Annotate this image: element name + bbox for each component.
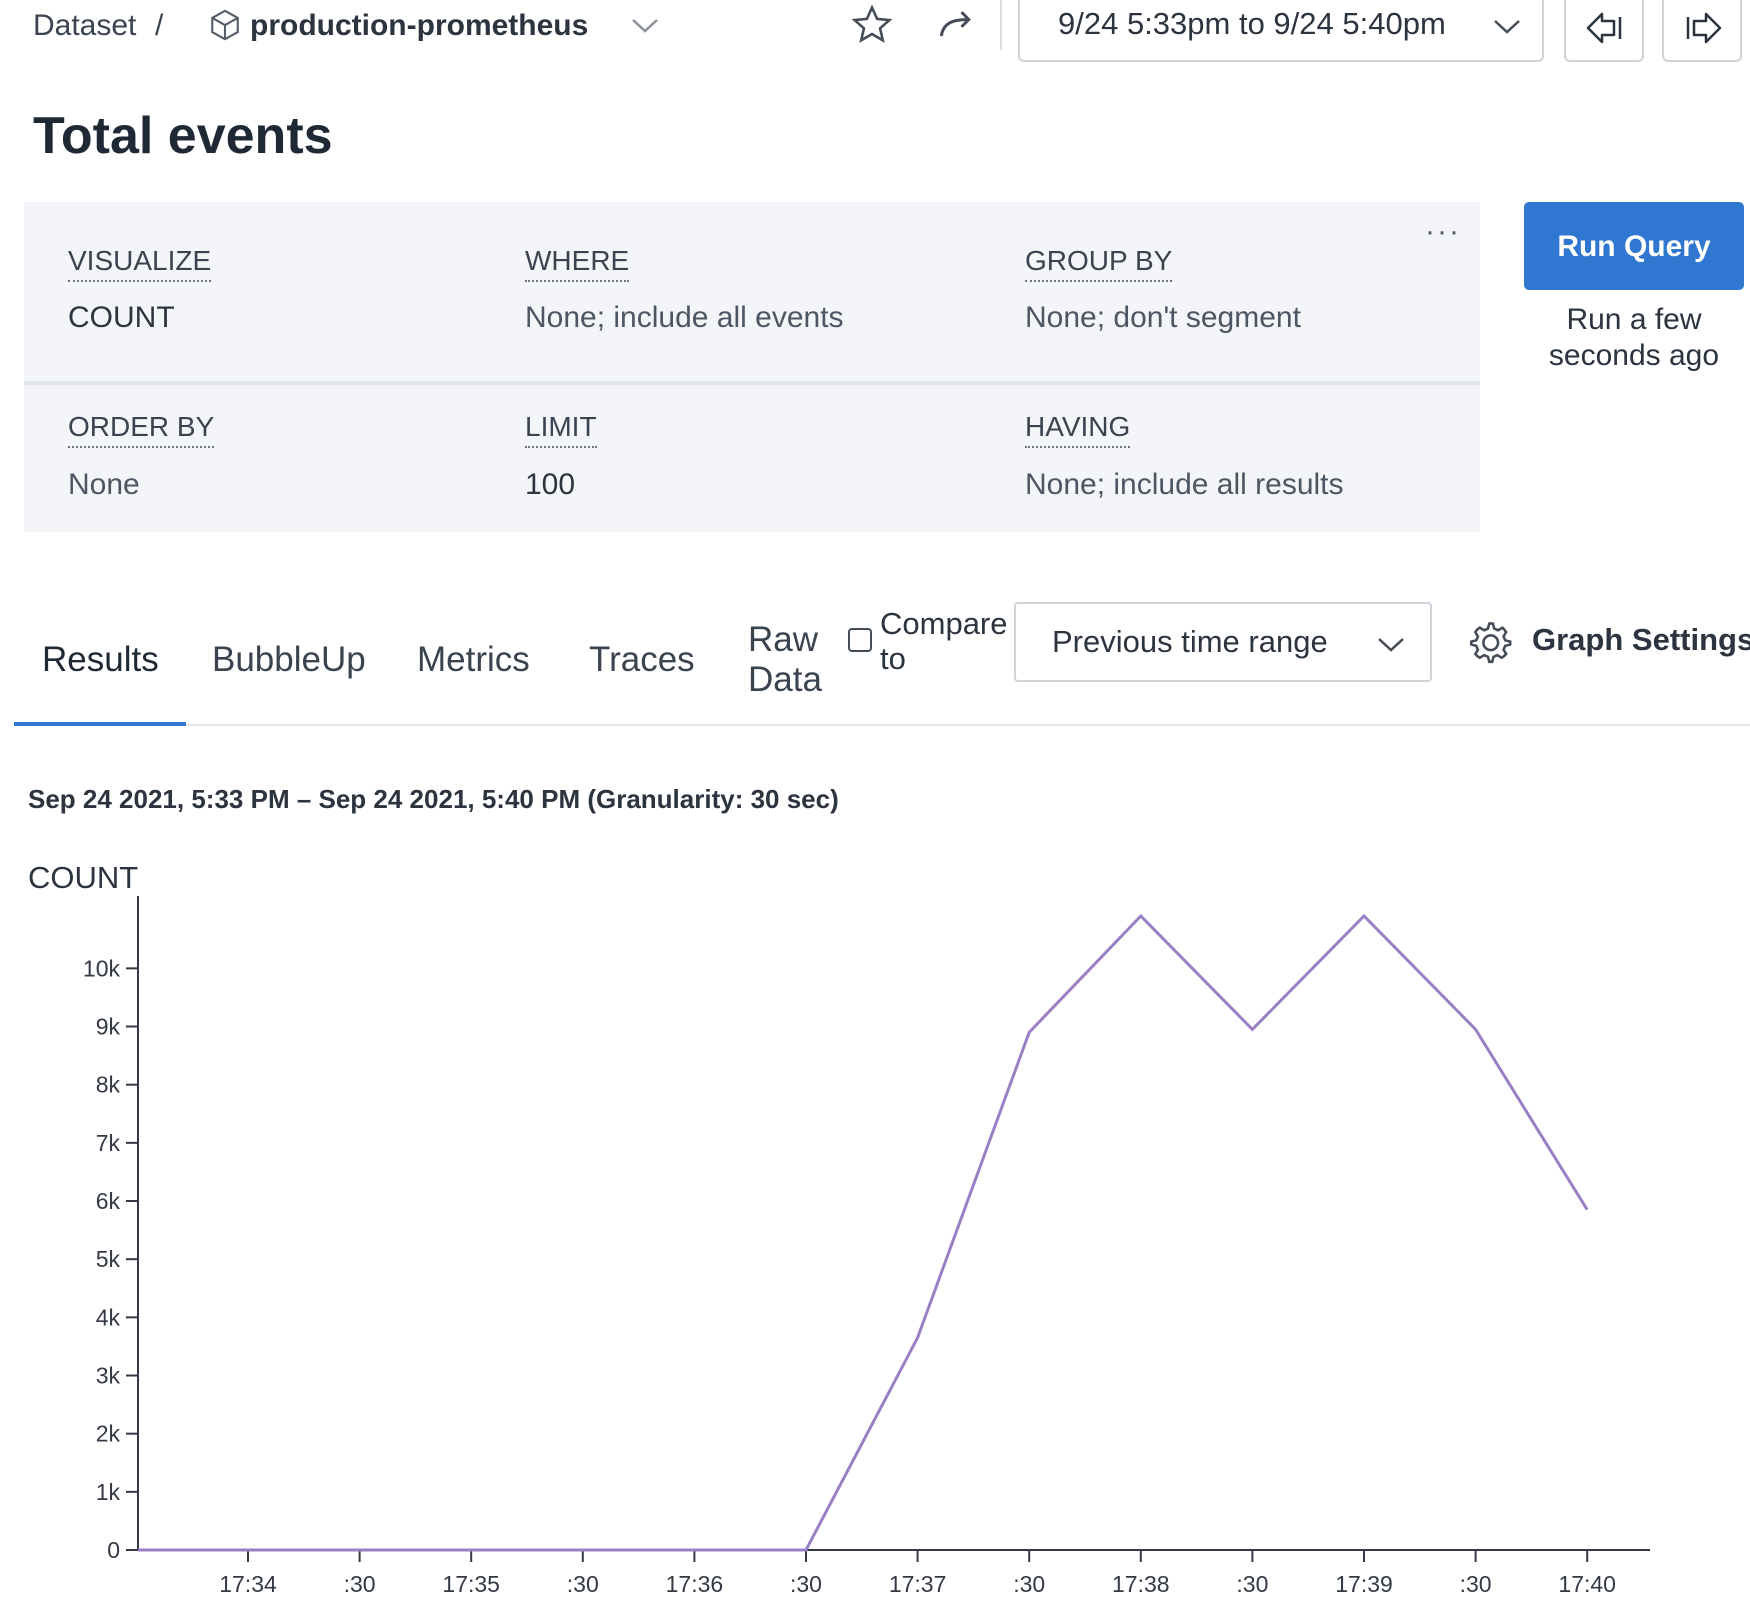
order-by-label[interactable]: ORDER BY xyxy=(68,410,215,448)
visualize-value[interactable]: COUNT xyxy=(68,301,175,334)
step-forward-icon xyxy=(1686,12,1722,44)
chevron-down-icon xyxy=(1494,20,1520,34)
having-value[interactable]: None; include all results xyxy=(1025,468,1344,501)
x-tick-label: :30 xyxy=(567,1571,599,1597)
x-tick-label: 17:36 xyxy=(666,1571,724,1597)
share-icon[interactable] xyxy=(934,3,978,47)
x-tick-label: :30 xyxy=(1236,1571,1268,1597)
limit-label[interactable]: LIMIT xyxy=(525,410,597,448)
tab-metrics[interactable]: Metrics xyxy=(417,640,530,679)
query-builder-divider xyxy=(24,381,1480,385)
where-value[interactable]: None; include all events xyxy=(525,301,844,334)
query-builder xyxy=(24,202,1480,532)
x-tick-label: 17:35 xyxy=(442,1571,500,1597)
visualize-label[interactable]: VISUALIZE xyxy=(68,244,212,282)
x-tick-label: :30 xyxy=(1013,1571,1045,1597)
tab-traces[interactable]: Traces xyxy=(589,640,695,679)
y-tick-label: 6k xyxy=(96,1188,121,1214)
header-divider xyxy=(1000,0,1002,50)
step-forward-button[interactable] xyxy=(1662,0,1742,62)
x-tick-label: :30 xyxy=(1460,1571,1492,1597)
x-tick-label: 17:39 xyxy=(1335,1571,1393,1597)
x-tick-label: :30 xyxy=(344,1571,376,1597)
tab-raw-data[interactable]: Raw Data xyxy=(748,620,822,699)
tabs-divider xyxy=(14,724,1750,726)
compare-label[interactable]: Compare to xyxy=(880,606,1008,676)
run-query-button[interactable]: Run Query xyxy=(1524,202,1744,290)
count-series-line xyxy=(138,913,1589,1552)
compare-select[interactable]: Previous time range xyxy=(1014,602,1432,682)
y-tick-label: 7k xyxy=(96,1130,121,1156)
x-tick-label: 17:37 xyxy=(889,1571,947,1597)
tab-bubbleup[interactable]: BubbleUp xyxy=(212,640,366,679)
chevron-down-icon xyxy=(1378,638,1404,652)
group-by-label[interactable]: GROUP BY xyxy=(1025,244,1173,282)
limit-value[interactable]: 100 xyxy=(525,468,576,501)
page-title: Total events xyxy=(33,107,333,165)
y-tick-label: 0 xyxy=(107,1537,120,1563)
step-back-icon xyxy=(1586,12,1622,44)
chart-title: Sep 24 2021, 5:33 PM – Sep 24 2021, 5:40… xyxy=(28,784,839,814)
dataset-name[interactable]: production-prometheus xyxy=(250,9,589,42)
run-status: Run a few seconds ago xyxy=(1548,303,1720,372)
x-tick-label: 17:34 xyxy=(219,1571,277,1597)
tab-results[interactable]: Results xyxy=(42,640,159,679)
gear-icon[interactable] xyxy=(1468,620,1512,664)
step-back-button[interactable] xyxy=(1564,0,1644,62)
graph-settings-button[interactable]: Graph Settings xyxy=(1532,622,1750,657)
compare-checkbox[interactable] xyxy=(848,628,872,652)
x-tick-label: 17:40 xyxy=(1558,1571,1616,1597)
dataset-chevron-down-icon[interactable] xyxy=(630,17,660,35)
group-by-value[interactable]: None; don't segment xyxy=(1025,301,1301,334)
breadcrumb-separator: / xyxy=(155,9,164,42)
breadcrumb-dataset[interactable]: Dataset xyxy=(33,9,137,42)
compare-select-value: Previous time range xyxy=(1052,624,1328,659)
y-tick-label: 5k xyxy=(96,1246,121,1272)
having-label[interactable]: HAVING xyxy=(1025,410,1131,448)
more-options-button[interactable]: ··· xyxy=(1425,215,1461,248)
y-tick-label: 4k xyxy=(96,1304,121,1330)
count-line-chart[interactable]: 0 1k 2k 3k 4k 5k 6k 7k 8k 9k 10k 17:34 :30 17:35 :30 17… xyxy=(0,880,1750,1606)
y-tick-label: 10k xyxy=(83,955,121,981)
time-range-value: 9/24 5:33pm to 9/24 5:40pm xyxy=(1058,6,1446,41)
where-label[interactable]: WHERE xyxy=(525,244,630,282)
x-tick-label: 17:38 xyxy=(1112,1571,1170,1597)
y-tick-label: 2k xyxy=(96,1421,121,1447)
x-tick-label: :30 xyxy=(790,1571,822,1597)
order-by-value[interactable]: None xyxy=(68,468,140,501)
y-tick-label: 3k xyxy=(96,1363,121,1389)
star-icon[interactable] xyxy=(850,3,894,47)
y-tick-label: 9k xyxy=(96,1014,121,1040)
y-tick-label: 8k xyxy=(96,1072,121,1098)
active-tab-indicator xyxy=(14,722,186,726)
time-range-picker[interactable]: 9/24 5:33pm to 9/24 5:40pm xyxy=(1018,0,1544,62)
chart-y-axis-label: COUNT xyxy=(28,860,139,895)
y-tick-label: 1k xyxy=(96,1479,121,1505)
cube-icon xyxy=(211,9,239,41)
